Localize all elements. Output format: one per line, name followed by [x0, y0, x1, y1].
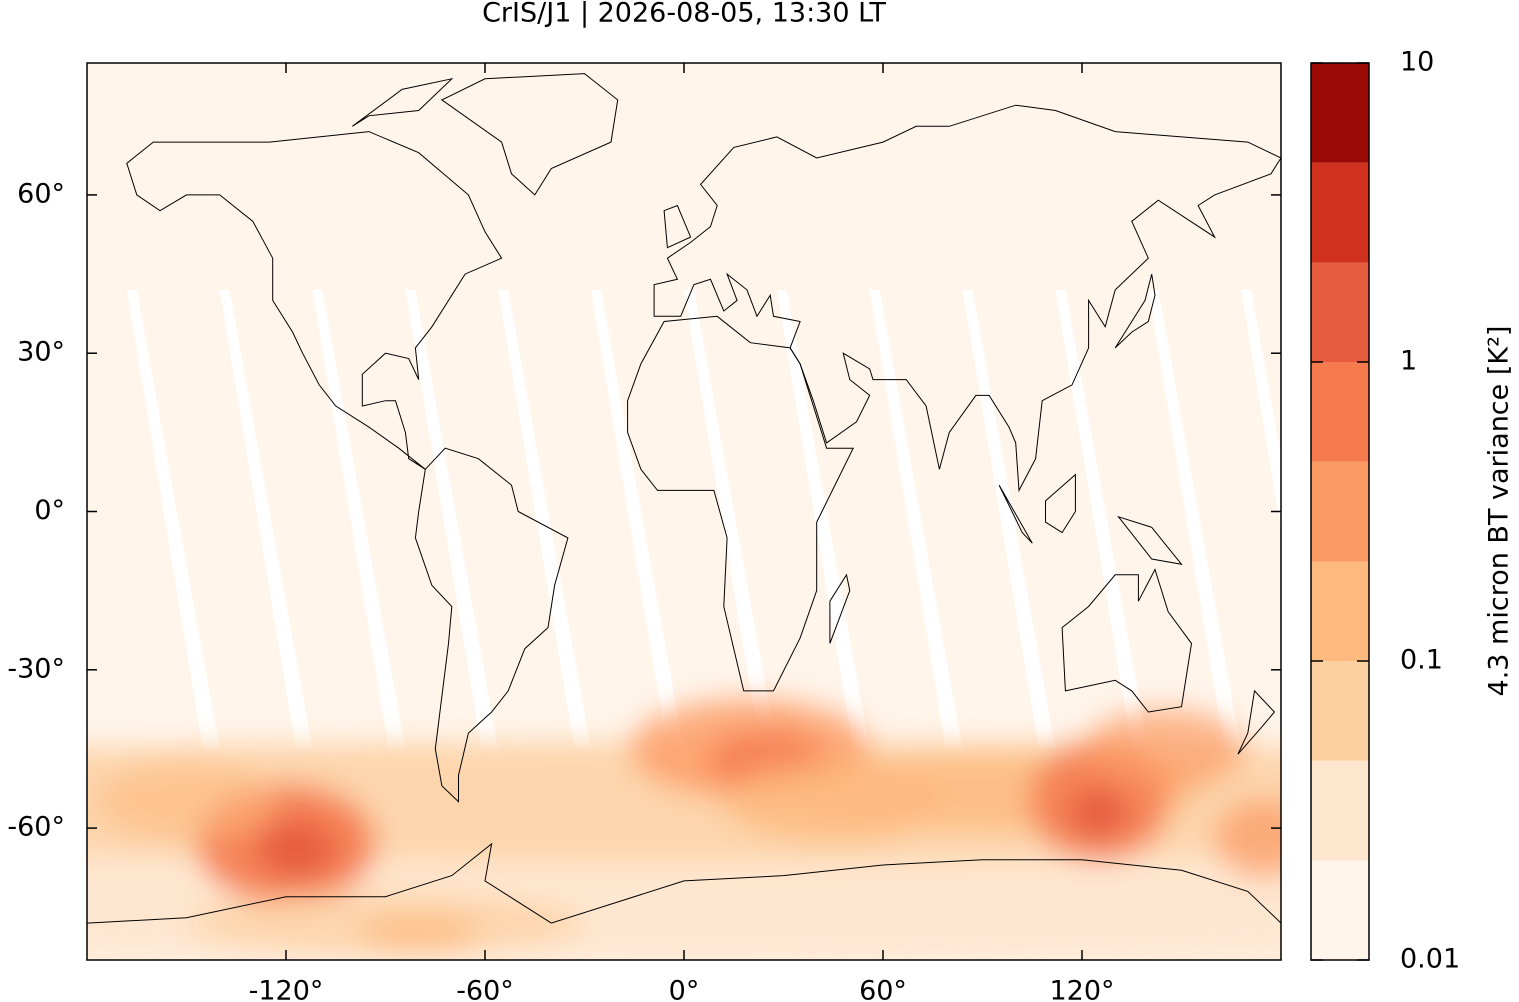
- coastline: [87, 842, 1281, 960]
- coastline: [1045, 473, 1076, 534]
- colorbar-band: [1311, 262, 1369, 362]
- colorbar-band: [1311, 461, 1369, 562]
- swath-gap: [405, 289, 499, 749]
- coastline: [829, 573, 851, 644]
- colorbar-band: [1311, 362, 1369, 462]
- coastline: [1114, 273, 1156, 349]
- colorbar-tick-label: 10: [1400, 47, 1434, 78]
- y-tick-label: -30°: [7, 653, 65, 684]
- variance-blob: [1214, 798, 1281, 879]
- colorbar-label: 4.3 micron BT variance [K²]: [1484, 326, 1515, 697]
- coastline: [352, 77, 454, 127]
- y-tick-label: -60°: [7, 812, 65, 843]
- coastline: [998, 484, 1033, 544]
- colorbar-tick-label: 1: [1400, 346, 1417, 377]
- colorbar-band: [1311, 661, 1369, 761]
- coastlines: [87, 73, 1281, 960]
- colorbar-band: [1311, 63, 1369, 163]
- swath-gap: [126, 289, 220, 749]
- coastline: [653, 104, 1281, 493]
- variance-blob: [255, 819, 336, 880]
- y-tick-label: 30°: [17, 337, 65, 368]
- swath-gap: [498, 289, 592, 749]
- colorbar-band: [1311, 860, 1369, 960]
- y-tick-label: 0°: [34, 495, 65, 526]
- swath-gap: [869, 289, 963, 749]
- swath-gap: [312, 289, 406, 749]
- coastline: [663, 204, 692, 249]
- colorbar-tick-label: 0.01: [1400, 944, 1460, 975]
- variance-blob: [1084, 708, 1245, 789]
- coastline: [440, 73, 619, 196]
- coastline: [627, 315, 855, 692]
- colorbar-band: [1311, 162, 1369, 263]
- swath-gap: [684, 289, 777, 749]
- swath-gap: [1055, 289, 1149, 749]
- colorbar-frame: [1310, 62, 1370, 961]
- swath-gap: [776, 289, 870, 749]
- colorbar-band: [1311, 561, 1369, 661]
- chart-title: CrIS/J1 | 2026-08-05, 13:30 LT: [482, 0, 886, 29]
- swath-gap: [219, 289, 313, 749]
- variance-blobs: [87, 698, 1281, 960]
- x-tick-label: 60°: [859, 976, 907, 1002]
- coastline: [414, 447, 569, 803]
- swath-gap: [591, 289, 684, 749]
- x-tick-label: 120°: [1049, 976, 1114, 1002]
- swath-gap: [1241, 289, 1281, 530]
- swath-gap: [962, 289, 1056, 749]
- swath-gap: [1148, 289, 1242, 749]
- colorbar-tick-label: 0.1: [1400, 645, 1443, 676]
- x-tick-label: 0°: [669, 976, 700, 1002]
- variance-blob: [96, 761, 277, 842]
- variance-blob: [358, 913, 479, 954]
- x-tick-label: -120°: [249, 976, 324, 1002]
- y-tick-label: 60°: [17, 178, 65, 209]
- x-tick-label: -60°: [456, 976, 514, 1002]
- coastline: [1237, 689, 1276, 755]
- colorbar-band: [1311, 760, 1369, 861]
- variance-blob: [1068, 787, 1129, 838]
- coastline: [1061, 568, 1193, 713]
- coastline: [1117, 515, 1183, 566]
- map-field: [87, 63, 1281, 960]
- coastline: [126, 131, 503, 470]
